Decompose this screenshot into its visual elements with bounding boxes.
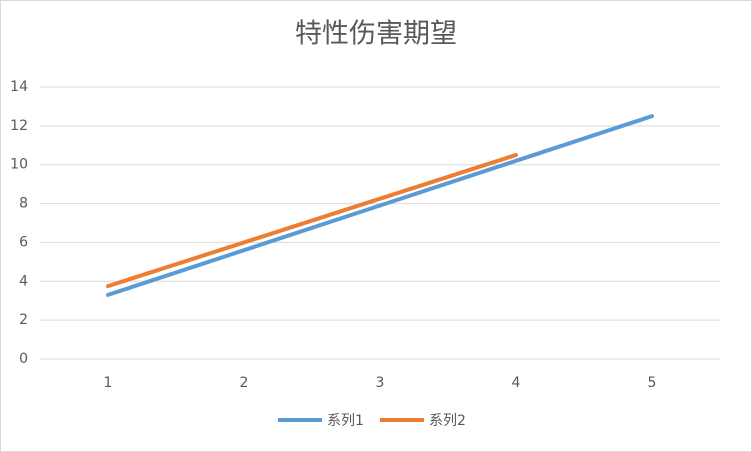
x-tick-label: 2 [240,375,249,391]
y-tick-label: 8 [19,196,28,212]
x-tick-label: 5 [648,375,657,391]
legend-label: 系列1 [327,413,364,429]
x-tick-label: 3 [376,375,385,391]
chart-title: 特性伤害期望 [295,19,457,50]
y-tick-label: 6 [19,234,28,250]
series-line [106,153,518,289]
legend-label: 系列2 [429,413,466,429]
y-tick-label: 4 [19,273,28,289]
x-tick-label: 4 [512,375,521,391]
x-tick-label: 1 [104,375,113,391]
y-tick-label: 2 [19,312,28,328]
series-line [106,114,654,297]
y-tick-label: 10 [10,157,28,173]
y-tick-label: 14 [10,79,28,95]
y-tick-label: 0 [19,351,28,367]
y-tick-label: 12 [10,118,28,134]
